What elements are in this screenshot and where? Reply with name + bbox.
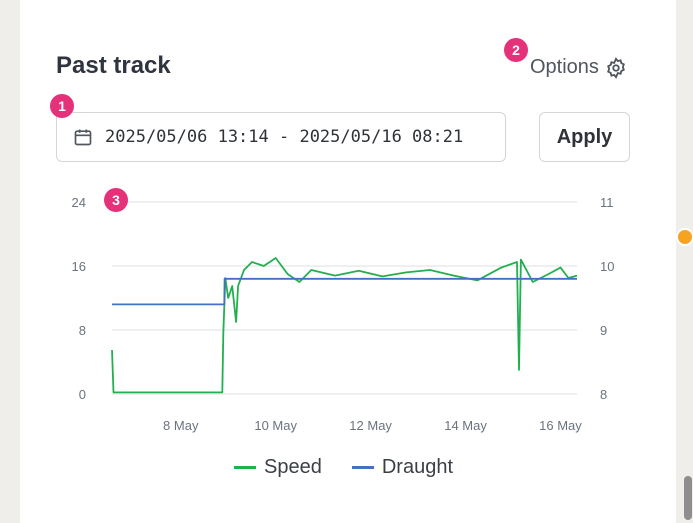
panel-scrollbar[interactable] (684, 476, 692, 520)
options-label: Options (530, 56, 599, 78)
y-right-tick-label: 9 (600, 323, 607, 338)
past-track-chart: 0 8 16 24 8 9 10 11 8 May 10 May 12 May 14 May 16 Ma… (72, 195, 615, 433)
date-range-input[interactable]: 2025/05/06 13:14 - 2025/05/16 08:21 (56, 112, 506, 162)
date-range-value: 2025/05/06 13:14 - 2025/05/16 08:21 (105, 127, 464, 147)
apply-button[interactable]: Apply (539, 112, 630, 162)
x-tick-label: 10 May (254, 418, 297, 433)
map-background-left (0, 0, 20, 523)
x-tick-label: 14 May (444, 418, 487, 433)
past-track-panel: Past track Options 2025/05/06 13:14 - 20… (20, 0, 692, 523)
gear-icon (607, 56, 625, 79)
legend-label-draught: Draught (381, 456, 453, 478)
chart-legend: Speed Draught (234, 456, 453, 479)
y-left-tick-label: 8 (79, 323, 86, 338)
legend-item-draught[interactable]: Draught (351, 456, 453, 479)
y-left-tick-label: 16 (72, 259, 86, 274)
y-right-tick-label: 10 (600, 259, 614, 274)
y-left-tick-label: 0 (79, 387, 86, 402)
x-tick-label: 12 May (349, 418, 392, 433)
map-background-right (676, 0, 693, 523)
legend-swatch-draught (351, 466, 374, 469)
legend-swatch-speed (234, 466, 256, 469)
x-tick-label: 16 May (539, 418, 582, 433)
calendar-icon (74, 129, 92, 146)
series-line-draught (112, 277, 577, 306)
step-badge-1: 1 (50, 94, 74, 118)
legend-item-speed[interactable]: Speed (234, 456, 322, 479)
y-right-tick-label: 11 (600, 195, 614, 210)
legend-label-speed: Speed (264, 456, 322, 478)
step-badge-2: 2 (504, 38, 528, 62)
y-right-tick-label: 8 (600, 387, 607, 402)
step-badge-3: 3 (104, 188, 128, 212)
panel-title: Past track (56, 52, 171, 79)
series-line-speed (111, 257, 578, 394)
x-tick-label: 8 May (163, 418, 199, 433)
options-button[interactable]: Options (530, 56, 627, 79)
y-left-tick-label: 24 (72, 195, 86, 210)
map-vessel-marker[interactable] (676, 228, 693, 246)
